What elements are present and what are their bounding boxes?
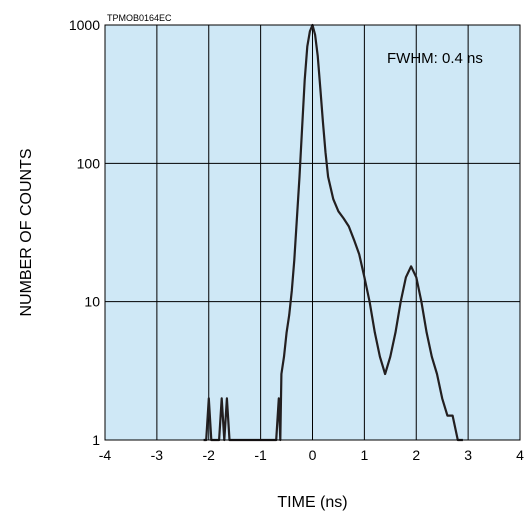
x-tick-label: 4 [516,447,524,463]
x-axis-label: TIME (ns) [277,494,347,511]
y-tick-label: 1 [92,432,100,448]
figure-id-label: TPMOB0164EC [107,13,172,23]
y-tick-label: 100 [77,155,101,171]
x-tick-label: 2 [412,447,420,463]
x-tick-label: -4 [99,447,112,463]
x-tick-label: -3 [151,447,164,463]
y-tick-labels: 1 10 100 1000 [69,17,100,448]
x-tick-label: 0 [309,447,317,463]
x-tick-label: 1 [360,447,368,463]
x-tick-label: 3 [464,447,472,463]
y-axis-label: NUMBER OF COUNTS [18,149,35,317]
y-tick-label: 1000 [69,17,100,33]
fwhm-annotation: FWHM: 0.4 ns [387,50,483,67]
x-tick-label: -1 [254,447,267,463]
plot-frame [104,24,521,441]
x-tick-label: -2 [203,447,216,463]
x-tick-labels: -4 -3 -2 -1 0 1 2 3 4 [99,447,524,463]
y-tick-label: 10 [84,294,100,310]
